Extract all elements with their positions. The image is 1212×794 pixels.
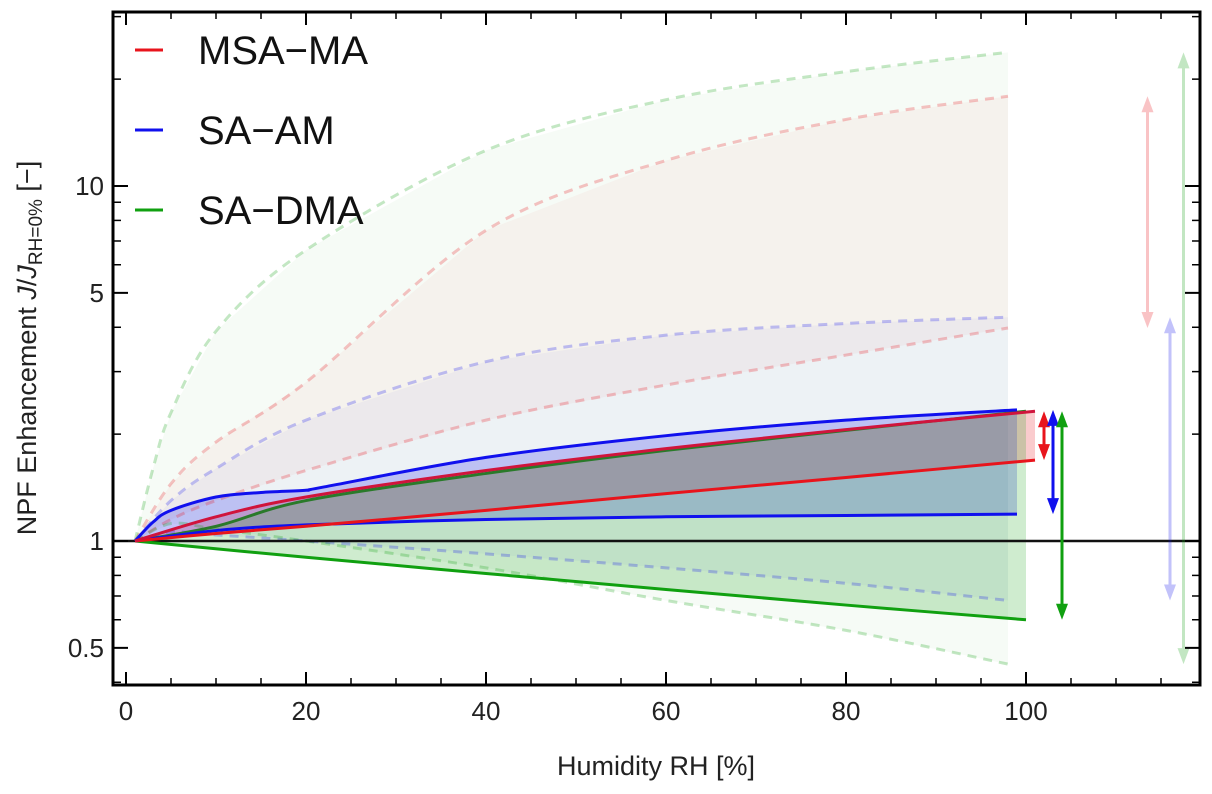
msa-ma-outer-band	[135, 96, 1008, 541]
y-tick-label: 1	[90, 526, 104, 556]
msa-ma-faint-range-arrow	[1141, 96, 1154, 329]
y-tick-label: 5	[90, 278, 104, 308]
series-lines	[113, 50, 1200, 666]
sa-dma-solid-range-arrow	[1056, 411, 1068, 620]
msa-ma-dashed-lower-line	[134, 326, 1009, 543]
sa-dma-dashed-upper-line	[133, 50, 1009, 542]
sa-dma-faint-range-arrow	[1177, 52, 1190, 665]
sa-am-legend-label: SA−AM	[198, 109, 335, 153]
msa-ma-upper-line	[134, 409, 1036, 543]
msa-ma-solid-range-arrow	[1038, 411, 1050, 461]
y-axis-label-slash: /	[12, 278, 42, 286]
msa-ma-dashed-upper-line	[133, 94, 1009, 542]
x-tick-label: 40	[472, 696, 501, 726]
msa-ma-inner-band	[135, 411, 1035, 541]
y-axis-label-sub: RH=0%	[26, 199, 47, 265]
sa-am-faint-range-arrow	[1164, 317, 1176, 601]
x-axis-label: Humidity RH [%]	[557, 751, 755, 781]
x-tick-label: 80	[832, 696, 861, 726]
sa-am-lower-line	[134, 512, 1018, 543]
sa-dma-outer-band	[135, 52, 1008, 665]
sa-dma-legend-label: SA−DMA	[198, 189, 364, 233]
sa-am-solid-range-arrow	[1047, 409, 1059, 515]
sa-am-inner-band	[135, 409, 1017, 541]
y-axis-label-j2: J	[12, 265, 42, 280]
sa-am-dashed-upper-line	[133, 315, 1009, 542]
sa-dma-lower-line	[134, 539, 1027, 622]
y-tick-label: 10	[75, 171, 104, 201]
sa-dma-inner-band	[135, 411, 1026, 620]
range-arrows	[1038, 52, 1190, 665]
msa-ma-lower-line	[134, 458, 1036, 543]
x-tick-label: 20	[292, 696, 321, 726]
legend: MSA−MA SA−AM SA−DMA	[135, 29, 368, 233]
x-tick-label: 100	[1004, 696, 1047, 726]
x-tick-label: 0	[119, 696, 133, 726]
plot-frame	[111, 10, 1202, 687]
y-axis-label-unit: [−]	[12, 161, 42, 199]
msa-ma-legend-label: MSA−MA	[198, 29, 368, 73]
y-axis-label: NPF Enhancement J/JRH=0% [−]	[12, 161, 47, 535]
axis-ticks: 0 20 40 60 80 100 0.5 1 5 10	[68, 12, 1200, 726]
sa-am-dashed-lower-line	[134, 530, 1009, 602]
x-tick-label: 60	[652, 696, 681, 726]
sa-am-upper-line	[133, 408, 1018, 543]
sa-dma-dashed-lower-line	[134, 521, 1009, 666]
y-tick-label: 0.5	[68, 633, 104, 663]
y-axis-label-j1: J	[12, 286, 42, 301]
y-axis-label-main: NPF Enhancement	[12, 300, 42, 536]
